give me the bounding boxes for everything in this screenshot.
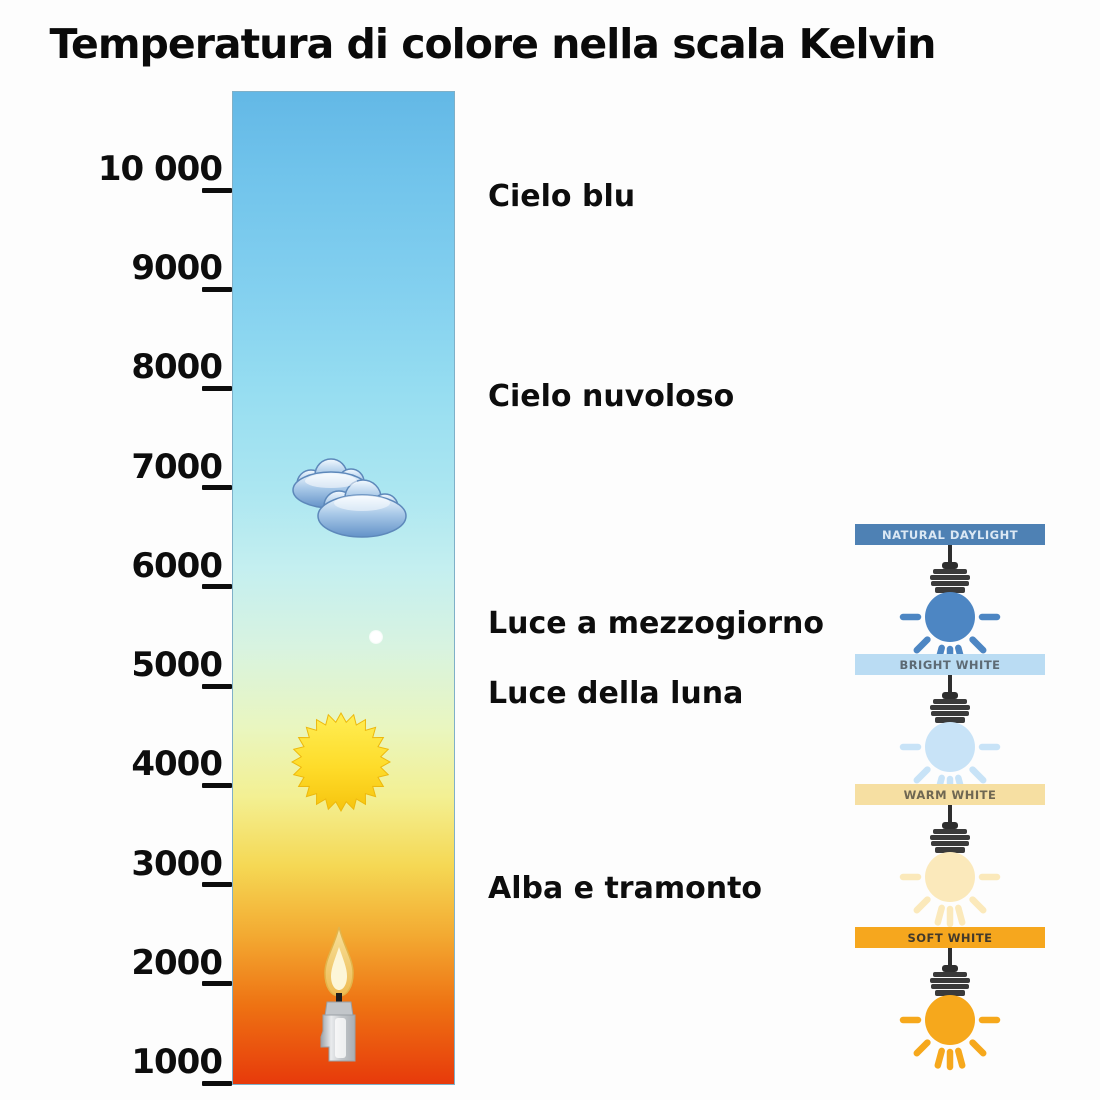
kelvin-gradient-bar	[232, 91, 455, 1085]
axis-tick	[202, 286, 232, 292]
axis-tick	[202, 981, 232, 987]
axis-tick-label: 8000	[131, 347, 223, 388]
sun-icon	[290, 711, 392, 816]
axis-tick-label: 2000	[131, 942, 223, 983]
axis-tick-label: 3000	[131, 843, 223, 884]
scale-annotation: Luce a mezzogiorno	[488, 605, 825, 641]
axis-tick-label: 6000	[131, 545, 223, 586]
axis-tick	[202, 1080, 232, 1086]
axis-tick	[202, 385, 232, 391]
scale-annotation: Cielo blu	[488, 178, 636, 214]
scale-annotation: Luce della luna	[488, 676, 744, 712]
bulb-banner-label: WARM WHITE	[855, 784, 1045, 805]
bulb-card: WARM WHITE	[840, 784, 1060, 929]
bulb-card: BRIGHT WHITE	[840, 654, 1060, 799]
axis-tick-label: 9000	[131, 248, 223, 289]
axis-tick-label: 5000	[131, 645, 223, 686]
page-title: Temperatura di colore nella scala Kelvin	[49, 20, 936, 68]
axis-tick-label: 4000	[131, 744, 223, 785]
clouds-icon	[281, 454, 413, 546]
light-bulb-icon	[899, 805, 1001, 928]
axis-tick	[202, 782, 232, 788]
axis-tick	[202, 882, 232, 888]
light-bulb-icon	[899, 675, 1001, 798]
axis-tick-label: 1000	[131, 1042, 223, 1082]
scale-annotation: Alba e tramonto	[488, 871, 763, 907]
bulb-banner-label: NATURAL DAYLIGHT	[855, 524, 1045, 545]
axis-tick	[202, 485, 232, 491]
bulb-banner-label: SOFT WHITE	[855, 927, 1045, 948]
axis-tick-label: 10 000	[97, 149, 223, 189]
axis-tick	[202, 187, 232, 193]
light-bulb-icon	[899, 545, 1001, 668]
bulb-banner-label: BRIGHT WHITE	[855, 654, 1045, 675]
bulb-card: SOFT WHITE	[840, 927, 1060, 1072]
axis-tick-label: 7000	[131, 446, 223, 487]
moon-dot-icon	[369, 629, 383, 644]
candle-icon	[313, 925, 365, 1071]
bulb-card: NATURAL DAYLIGHT	[840, 524, 1060, 669]
scale-annotation: Cielo nuvoloso	[488, 378, 735, 414]
light-bulb-icon	[899, 948, 1001, 1071]
axis-tick	[202, 683, 232, 689]
axis-tick	[202, 584, 232, 590]
